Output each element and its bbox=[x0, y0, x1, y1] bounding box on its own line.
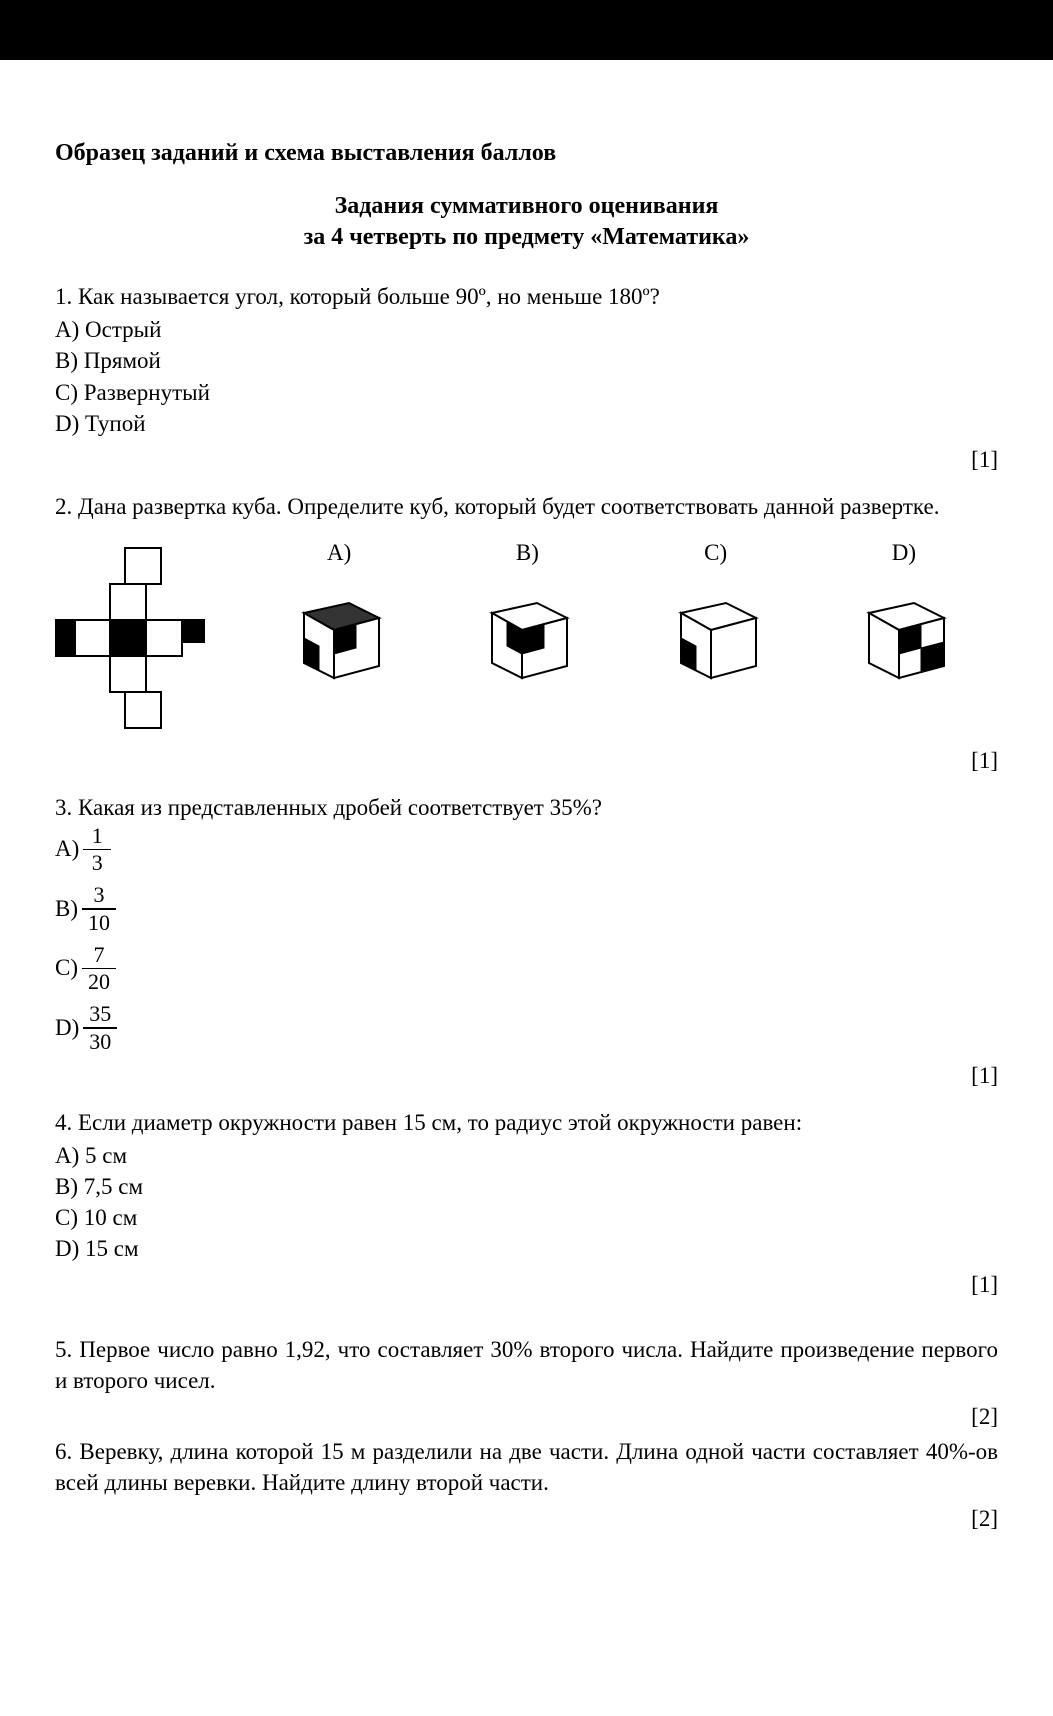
question-2: 2. Дана развертка куба. Определите куб, … bbox=[55, 491, 998, 740]
q5-text: 5. Первое число равно 1,92, что составля… bbox=[55, 1334, 998, 1396]
q3-a-num: 1 bbox=[92, 825, 103, 847]
cube-option-b: B) bbox=[472, 540, 582, 693]
cube-figure-b bbox=[472, 588, 582, 688]
top-black-bar bbox=[0, 0, 1053, 60]
cube-label-a: A) bbox=[284, 540, 394, 566]
q4-option-a: A) 5 см bbox=[55, 1140, 998, 1171]
q1-option-b: B) Прямой bbox=[55, 345, 998, 376]
q1-option-a: A) Острый bbox=[55, 314, 998, 345]
cube-figure-a bbox=[284, 588, 394, 688]
q6-text: 6. Веревку, длина которой 15 м разделили… bbox=[55, 1436, 998, 1498]
q3-option-a: A) 1 3 bbox=[55, 825, 998, 875]
q1-points: [1] bbox=[55, 447, 998, 473]
q3-points: [1] bbox=[55, 1063, 998, 1089]
q1-option-c: C) Развернутый bbox=[55, 377, 998, 408]
subtitle-block: Задания суммативного оценивания за 4 чет… bbox=[55, 191, 998, 253]
q3-d-den: 30 bbox=[89, 1031, 111, 1053]
cube-options-row: A) B) bbox=[245, 540, 998, 693]
document-page: Образец заданий и схема выставления балл… bbox=[0, 0, 1053, 1716]
question-3: 3. Какая из представленных дробей соотве… bbox=[55, 792, 998, 1053]
q3-a-den: 3 bbox=[92, 852, 103, 874]
q5-points: [2] bbox=[55, 1404, 998, 1430]
q3-option-d: D) 35 30 bbox=[55, 1003, 998, 1053]
subtitle-2: за 4 четверть по предмету «Математика» bbox=[55, 222, 998, 253]
cube-net-figure bbox=[55, 540, 235, 740]
q3-c-num: 7 bbox=[94, 944, 105, 966]
q3-d-num: 35 bbox=[89, 1003, 111, 1025]
q3-b-prefix: B) bbox=[55, 896, 78, 922]
cube-label-c: C) bbox=[661, 540, 771, 566]
q4-points: [1] bbox=[55, 1272, 998, 1298]
cube-figure-d bbox=[849, 588, 959, 688]
q3-c-den: 20 bbox=[88, 971, 110, 993]
q3-c-prefix: C) bbox=[55, 955, 78, 981]
cube-option-a: A) bbox=[284, 540, 394, 693]
subtitle-1: Задания суммативного оценивания bbox=[55, 191, 998, 222]
q6-points: [2] bbox=[55, 1506, 998, 1532]
q3-b-den: 10 bbox=[88, 912, 110, 934]
q4-option-d: D) 15 см bbox=[55, 1233, 998, 1264]
q2-points: [1] bbox=[55, 748, 998, 774]
question-5: 5. Первое число равно 1,92, что составля… bbox=[55, 1334, 998, 1396]
main-title: Образец заданий и схема выставления балл… bbox=[55, 140, 998, 167]
q3-c-fraction: 7 20 bbox=[82, 944, 116, 994]
q3-a-fraction: 1 3 bbox=[83, 825, 111, 875]
cube-label-b: B) bbox=[472, 540, 582, 566]
q3-option-b: B) 3 10 bbox=[55, 884, 998, 934]
q1-text: 1. Как называется угол, который больше 9… bbox=[55, 281, 998, 312]
question-1: 1. Как называется угол, который больше 9… bbox=[55, 281, 998, 438]
q3-d-prefix: D) bbox=[55, 1015, 79, 1041]
q4-option-c: C) 10 см bbox=[55, 1202, 998, 1233]
q4-option-b: B) 7,5 см bbox=[55, 1171, 998, 1202]
q3-text: 3. Какая из представленных дробей соотве… bbox=[55, 792, 998, 823]
q4-text: 4. Если диаметр окружности равен 15 см, … bbox=[55, 1107, 998, 1138]
q3-b-fraction: 3 10 bbox=[82, 884, 116, 934]
cube-option-c: C) bbox=[661, 540, 771, 693]
q1-option-d: D) Тупой bbox=[55, 408, 998, 439]
q2-text: 2. Дана развертка куба. Определите куб, … bbox=[55, 491, 998, 522]
q3-a-prefix: A) bbox=[55, 836, 79, 862]
cube-label-d: D) bbox=[849, 540, 959, 566]
cube-figures-row: A) B) bbox=[55, 540, 998, 740]
question-4: 4. Если диаметр окружности равен 15 см, … bbox=[55, 1107, 998, 1264]
q3-d-fraction: 35 30 bbox=[83, 1003, 117, 1053]
q3-option-c: C) 7 20 bbox=[55, 944, 998, 994]
cube-figure-c bbox=[661, 588, 771, 688]
question-6: 6. Веревку, длина которой 15 м разделили… bbox=[55, 1436, 998, 1498]
cube-option-d: D) bbox=[849, 540, 959, 693]
q3-b-num: 3 bbox=[94, 884, 105, 906]
